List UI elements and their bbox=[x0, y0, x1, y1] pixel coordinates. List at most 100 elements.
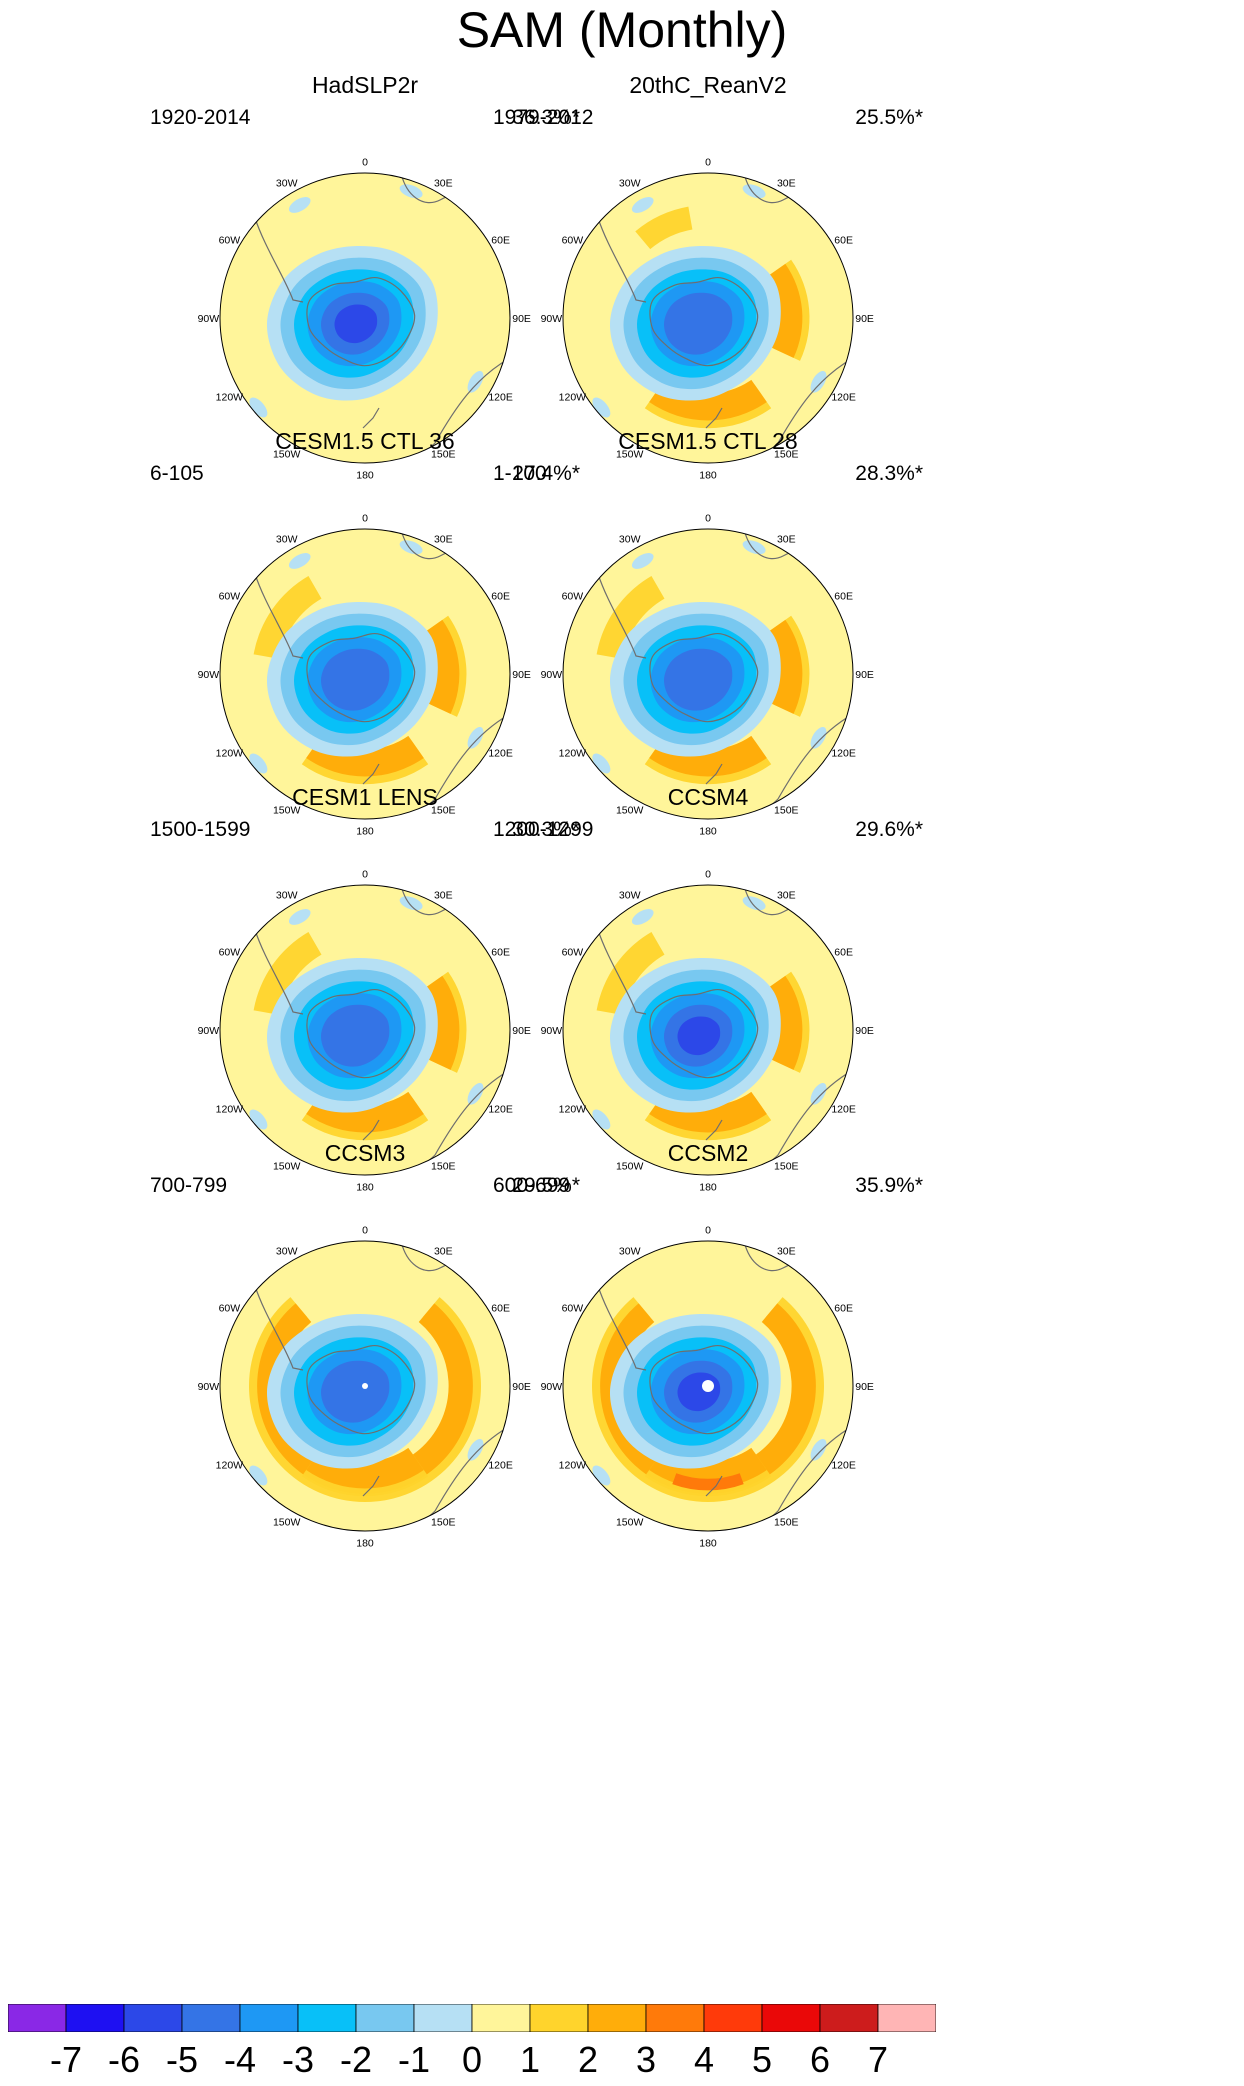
negative-anomaly-rim bbox=[592, 753, 611, 774]
longitude-label: 90W bbox=[541, 669, 563, 681]
longitude-label: 120W bbox=[216, 1103, 244, 1115]
longitude-label: 60E bbox=[491, 235, 510, 247]
new-zealand-coastline bbox=[705, 407, 723, 429]
longitude-label: 30E bbox=[777, 177, 796, 189]
positive-anomaly-1 bbox=[248, 1297, 481, 1502]
negative-anomaly-rim bbox=[288, 909, 311, 925]
map-panel: HadSLP2r 1920-2014 36.3%* 0 30E 60E 90E 120E 150… bbox=[150, 72, 580, 544]
longitude-label: 90W bbox=[198, 1025, 220, 1037]
longitude-label: 180 bbox=[356, 826, 374, 838]
negative-anomaly-rim bbox=[249, 1465, 268, 1486]
south-america-coastline bbox=[254, 929, 304, 1015]
longitude-label: 90W bbox=[198, 669, 220, 681]
longitude-label: 150E bbox=[774, 1161, 799, 1173]
negative-anomaly-rim bbox=[467, 370, 484, 393]
panel-title: CCSM2 bbox=[667, 1140, 749, 1166]
negative-anomaly-rim bbox=[467, 1082, 484, 1105]
australia-coastline bbox=[384, 1069, 510, 1175]
negative-anomaly-rim bbox=[742, 540, 766, 555]
polar-map: 0 30E 60E 90E 120E 150E 180 150W 120W 90W 60W 30W bbox=[541, 868, 874, 1193]
colorbar-box bbox=[413, 2004, 473, 2032]
longitude-label: 30E bbox=[434, 1245, 453, 1257]
colorbar-box bbox=[471, 2004, 531, 2032]
longitude-label: 120W bbox=[216, 391, 244, 403]
colorbar-tick-label: 2 bbox=[577, 2039, 599, 2080]
longitude-label: 30E bbox=[434, 177, 453, 189]
colorbar-box bbox=[877, 2004, 936, 2032]
map-border bbox=[562, 884, 854, 1176]
longitude-label: 150E bbox=[431, 449, 456, 461]
map-panel: CESM1.5 CTL 28 1-100 28.3%* 0 30E 60E 90E 120E 1… bbox=[493, 428, 923, 900]
longitude-label: 120W bbox=[216, 747, 244, 759]
colorbar bbox=[8, 2004, 936, 2032]
panel-period: 1500-1599 bbox=[150, 818, 251, 841]
longitude-label: 120E bbox=[488, 747, 513, 759]
longitude-label: 60W bbox=[562, 235, 584, 247]
negative-anomaly-rim bbox=[810, 370, 827, 393]
colorbar-box bbox=[529, 2004, 589, 2032]
negative-anomaly-rim bbox=[631, 909, 654, 925]
south-america-coastline bbox=[597, 1285, 647, 1371]
panel-variance: 35.9%* bbox=[855, 1174, 923, 1197]
longitude-label: 0 bbox=[705, 156, 711, 168]
colorbar-box bbox=[703, 2004, 763, 2032]
longitude-label: 60W bbox=[219, 1303, 241, 1315]
panel-period: 1979-2012 bbox=[493, 106, 594, 129]
longitude-label: 30E bbox=[777, 889, 796, 901]
longitude-label: 90E bbox=[855, 313, 874, 325]
longitude-label: 150W bbox=[273, 1161, 301, 1173]
negative-anomaly-rim bbox=[288, 553, 311, 569]
longitude-label: 60E bbox=[491, 947, 510, 959]
colorbar-box bbox=[239, 2004, 299, 2032]
polar-map: 0 30E 60E 90E 120E 150E 180 150W 120W 90W 60W 30W bbox=[541, 512, 874, 837]
colorbar-box bbox=[587, 2004, 647, 2032]
longitude-label: 30W bbox=[619, 889, 641, 901]
negative-anomaly-rim bbox=[288, 197, 311, 213]
negative-anomaly-rim bbox=[249, 1109, 268, 1130]
panel-title: CESM1 LENS bbox=[292, 784, 438, 810]
longitude-label: 90E bbox=[855, 1025, 874, 1037]
longitude-label: 0 bbox=[705, 512, 711, 524]
pole-marker bbox=[702, 1380, 714, 1392]
longitude-label: 150W bbox=[273, 1517, 301, 1529]
colorbar-box bbox=[8, 2004, 67, 2032]
negative-anomaly-rim bbox=[592, 1465, 611, 1486]
map-border bbox=[562, 528, 854, 820]
longitude-label: 120E bbox=[488, 1103, 513, 1115]
panel-variance: 36.3%* bbox=[512, 106, 580, 129]
negative-anomaly-5 bbox=[663, 292, 733, 355]
longitude-label: 0 bbox=[705, 868, 711, 880]
longitude-label: 150E bbox=[431, 805, 456, 817]
panel-period: 6-105 bbox=[150, 462, 204, 485]
positive-anomaly-2 bbox=[600, 1303, 816, 1494]
longitude-label: 60E bbox=[834, 947, 853, 959]
polar-map: 0 30E 60E 90E 120E 150E 180 150W 120W 90W 60W 30W bbox=[541, 156, 874, 481]
longitude-label: 150E bbox=[774, 449, 799, 461]
longitude-label: 150W bbox=[616, 805, 644, 817]
positive-anomaly-1 bbox=[253, 932, 322, 1015]
colorbar-box bbox=[123, 2004, 183, 2032]
colorbar-tick-label: 5 bbox=[751, 2039, 773, 2080]
colorbar-box bbox=[355, 2004, 415, 2032]
colorbar-box bbox=[645, 2004, 705, 2032]
panel-title: CESM1.5 CTL 28 bbox=[618, 428, 798, 454]
colorbar-tick-label: -2 bbox=[339, 2039, 372, 2080]
new-zealand-coastline bbox=[705, 763, 723, 785]
longitude-label: 30W bbox=[276, 1245, 298, 1257]
longitude-label: 60W bbox=[562, 947, 584, 959]
longitude-label: 90W bbox=[541, 1025, 563, 1037]
longitude-label: 90W bbox=[541, 313, 563, 325]
panel-title: CCSM4 bbox=[667, 784, 749, 810]
longitude-label: 90E bbox=[512, 669, 531, 681]
figure-title: SAM (Monthly) bbox=[456, 2, 788, 58]
longitude-label: 30W bbox=[619, 1245, 641, 1257]
negative-anomaly-6 bbox=[334, 304, 378, 344]
negative-anomaly-rim bbox=[399, 540, 423, 555]
longitude-label: 150W bbox=[616, 449, 644, 461]
longitude-label: 90W bbox=[198, 1381, 220, 1393]
negative-anomaly-rim bbox=[742, 896, 766, 911]
australia-coastline bbox=[727, 1425, 853, 1531]
panel-period: 700-799 bbox=[150, 1174, 228, 1197]
panel-variance: 27.4%* bbox=[512, 462, 580, 485]
longitude-label: 30W bbox=[276, 533, 298, 545]
